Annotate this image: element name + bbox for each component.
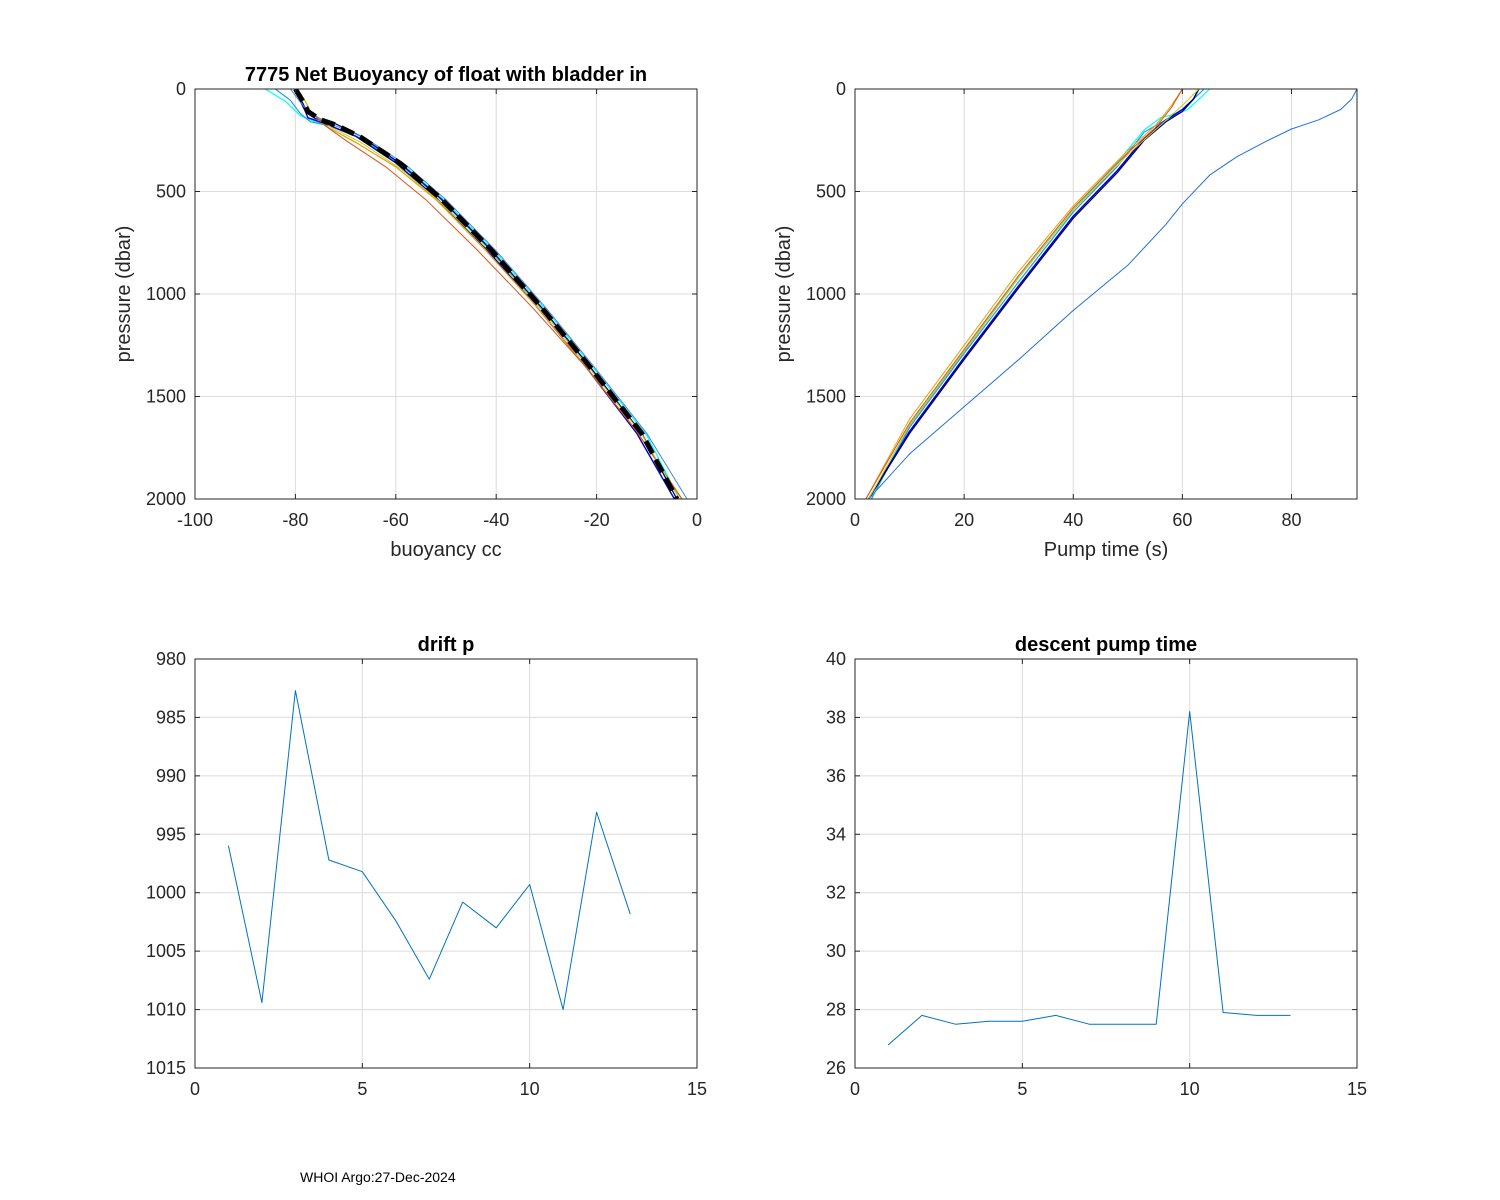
series-line-profile-7 bbox=[868, 89, 1200, 499]
y-tick-label: 2000 bbox=[146, 489, 186, 509]
y-tick-label: 1005 bbox=[146, 941, 186, 961]
y-tick-label: 28 bbox=[826, 1000, 846, 1020]
x-tick-label: 0 bbox=[850, 1079, 860, 1099]
y-tick-label: 1500 bbox=[146, 387, 186, 407]
y-axis-label: pressure (dbar) bbox=[773, 226, 795, 363]
series-group bbox=[228, 690, 631, 1011]
x-tick-label: 0 bbox=[190, 1079, 200, 1099]
x-tick-label: 5 bbox=[357, 1079, 367, 1099]
y-tick-label: 30 bbox=[826, 941, 846, 961]
plot-area bbox=[195, 659, 697, 1068]
y-tick-label: 1000 bbox=[806, 284, 846, 304]
series-line-profile-5 bbox=[865, 89, 1183, 499]
x-tick-label: 5 bbox=[1017, 1079, 1027, 1099]
x-tick-label: 10 bbox=[520, 1079, 540, 1099]
y-tick-label: 38 bbox=[826, 707, 846, 727]
y-tick-label: 1000 bbox=[146, 883, 186, 903]
y-tick-label: 500 bbox=[156, 182, 186, 202]
y-tick-label: 985 bbox=[156, 707, 186, 727]
axes-box bbox=[194, 658, 698, 1069]
chart-panel-4: 0 5 10 15 26 28 30 32 34 36 38 40 descent pump time bbox=[826, 634, 1367, 1099]
x-tick-label: -100 bbox=[177, 510, 213, 530]
series-line-drift-p bbox=[228, 690, 631, 1011]
series-group bbox=[865, 89, 1357, 499]
x-axis-label: Pump time (s) bbox=[1044, 539, 1168, 561]
x-tick-label: 20 bbox=[954, 510, 974, 530]
y-tick-label: 2000 bbox=[806, 489, 846, 509]
x-tick-label: 40 bbox=[1063, 510, 1083, 530]
y-tick-label: 1015 bbox=[146, 1058, 186, 1078]
y-tick-label: 40 bbox=[826, 649, 846, 669]
x-tick-label: 10 bbox=[1180, 1079, 1200, 1099]
y-tick-label: 0 bbox=[836, 79, 846, 99]
series-line-outlier bbox=[868, 89, 1357, 499]
x-tick-label: -60 bbox=[383, 510, 409, 530]
y-tick-label: 990 bbox=[156, 766, 186, 786]
chart-title: descent pump time bbox=[1015, 634, 1197, 656]
x-tick-label: -40 bbox=[483, 510, 509, 530]
series-group bbox=[264, 89, 688, 499]
x-tick-label: 15 bbox=[1347, 1079, 1367, 1099]
y-tick-label: 26 bbox=[826, 1058, 846, 1078]
y-tick-label: 1000 bbox=[146, 284, 186, 304]
footer-label: WHOI Argo:27-Dec-2024 bbox=[300, 1169, 456, 1185]
y-tick-label: 500 bbox=[816, 182, 846, 202]
x-axis-label: buoyancy cc bbox=[390, 539, 501, 561]
y-tick-label: 995 bbox=[156, 824, 186, 844]
series-line-mean bbox=[293, 89, 680, 499]
chart-panel-3: 0 5 10 159809859909951000100510101015drift … bbox=[146, 634, 707, 1099]
series-group bbox=[888, 711, 1291, 1046]
x-tick-label: -20 bbox=[584, 510, 610, 530]
series-line-profile-4 bbox=[867, 89, 1200, 499]
y-tick-label: 1010 bbox=[146, 1000, 186, 1020]
axes-box bbox=[854, 658, 1358, 1069]
x-tick-label: 60 bbox=[1172, 510, 1192, 530]
chart-title: drift p bbox=[418, 634, 475, 656]
series-line-profile-6 bbox=[865, 89, 1183, 499]
y-tick-label: 32 bbox=[826, 883, 846, 903]
x-tick-label: 15 bbox=[687, 1079, 707, 1099]
y-axis-label: pressure (dbar) bbox=[113, 226, 135, 363]
y-tick-label: 1500 bbox=[806, 387, 846, 407]
chart-panel-1: -100 -80 -60 -40 -20 0 0 500 1000 1500 2000 7775 Ne… bbox=[113, 64, 702, 561]
x-tick-label: 0 bbox=[692, 510, 702, 530]
plot-area bbox=[855, 659, 1357, 1068]
y-tick-label: 980 bbox=[156, 649, 186, 669]
y-tick-label: 0 bbox=[176, 79, 186, 99]
chart-panel-2: 0 20 40 60 80 0 500 1000 1500 2000 Pump time (s) pr… bbox=[773, 79, 1358, 561]
x-tick-label: 0 bbox=[850, 510, 860, 530]
chart-title: 7775 Net Buoyancy of float with bladder … bbox=[245, 64, 647, 86]
series-line-profile-3 bbox=[867, 89, 1200, 499]
x-tick-label: 80 bbox=[1282, 510, 1302, 530]
y-tick-label: 34 bbox=[826, 824, 846, 844]
series-line-descent-pump-time bbox=[888, 711, 1291, 1046]
x-tick-label: -80 bbox=[282, 510, 308, 530]
y-tick-label: 36 bbox=[826, 766, 846, 786]
